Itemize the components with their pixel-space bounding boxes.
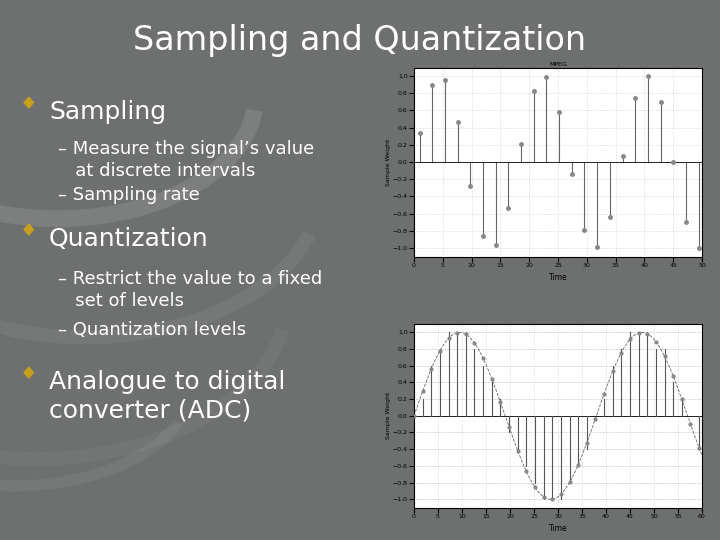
X-axis label: Time: Time (549, 273, 567, 282)
Text: Analogue to digital
converter (ADC): Analogue to digital converter (ADC) (49, 370, 285, 423)
Y-axis label: Sample Weight: Sample Weight (386, 392, 391, 440)
Text: – Measure the signal’s value
   at discrete intervals: – Measure the signal’s value at discrete… (58, 140, 314, 180)
Text: – Restrict the value to a fixed
   set of levels: – Restrict the value to a fixed set of l… (58, 270, 322, 309)
Polygon shape (24, 224, 33, 235)
Polygon shape (24, 97, 33, 108)
Text: Sampling and Quantization: Sampling and Quantization (133, 24, 587, 57)
Y-axis label: Sample Weight: Sample Weight (386, 138, 391, 186)
Polygon shape (24, 367, 33, 378)
Title: MPEG: MPEG (549, 62, 567, 67)
Text: – Sampling rate: – Sampling rate (58, 186, 199, 204)
X-axis label: Time: Time (549, 524, 567, 534)
Text: – Quantization levels: – Quantization levels (58, 321, 246, 339)
Text: Quantization: Quantization (49, 227, 209, 251)
Text: Sampling: Sampling (49, 100, 166, 124)
